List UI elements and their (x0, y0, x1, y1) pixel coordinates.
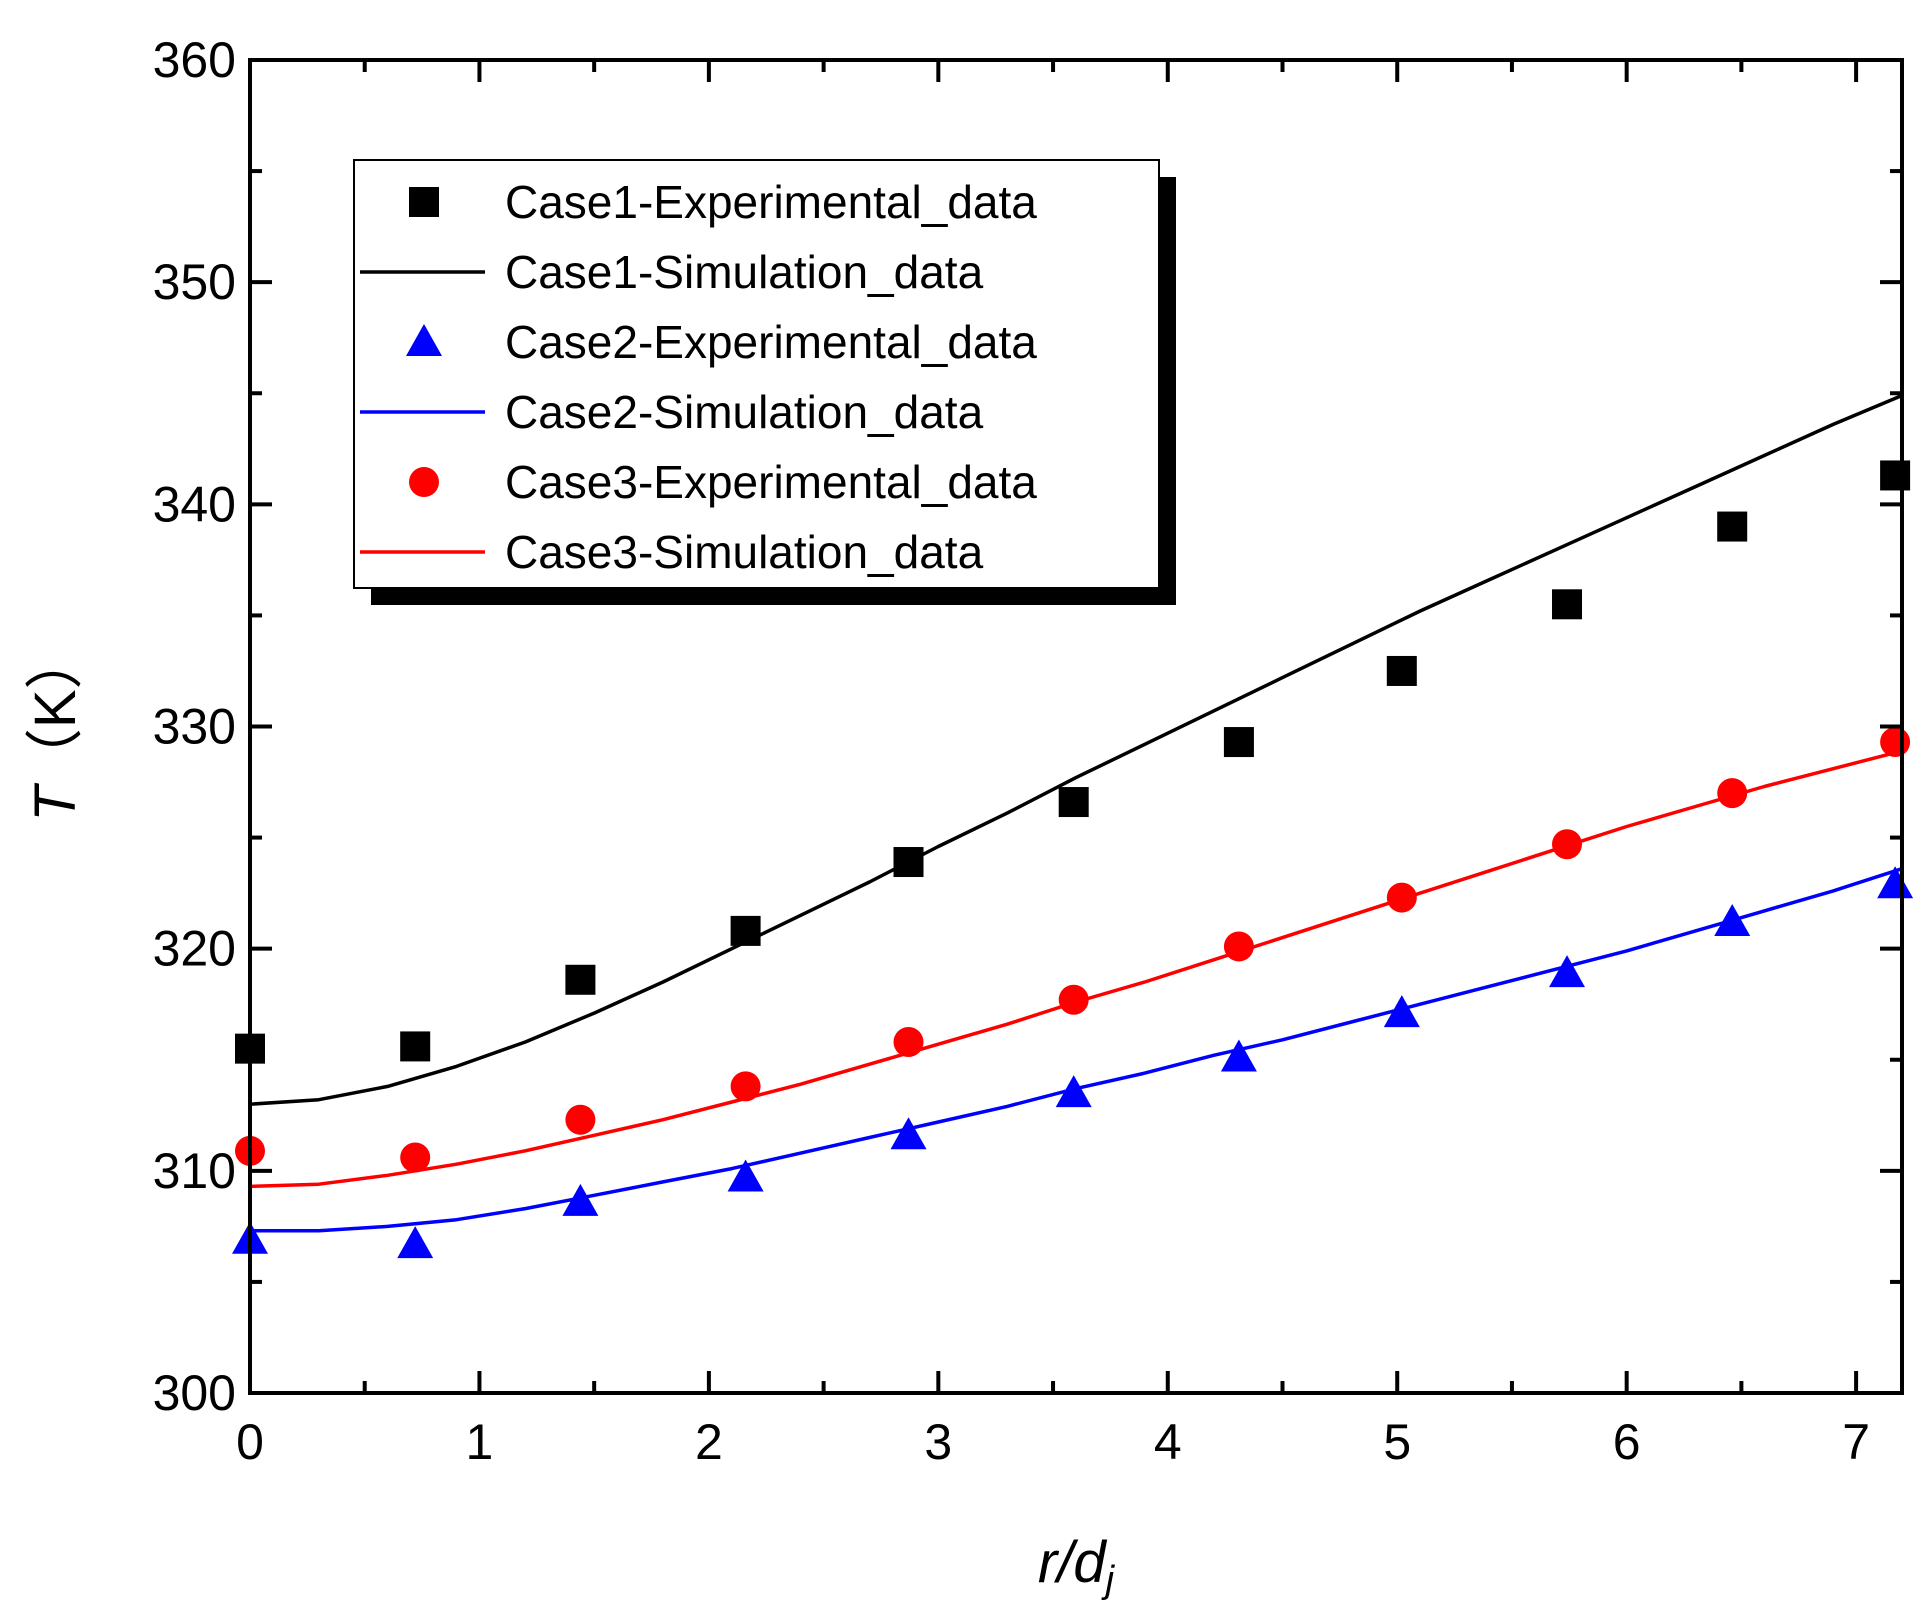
data-point (730, 1071, 761, 1102)
y-axis-title: T（K） (23, 631, 88, 821)
legend-entry: Case3-Simulation_data (360, 526, 984, 578)
legend-swatch-marker (409, 467, 439, 497)
x-tick-label: 6 (1613, 1414, 1641, 1470)
data-point (400, 1142, 431, 1173)
y-tick-label: 330 (153, 699, 236, 755)
legend-swatch-marker (409, 187, 439, 217)
case1-experimental-data-points (235, 460, 1911, 1064)
data-point (1386, 882, 1417, 913)
data-point (1223, 727, 1254, 758)
x-tick-label: 1 (466, 1414, 494, 1470)
data-point (730, 915, 761, 946)
x-tick-label: 5 (1383, 1414, 1411, 1470)
data-point (1220, 1039, 1257, 1072)
data-point (1880, 727, 1911, 758)
series-layer (232, 393, 1914, 1259)
data-point (1552, 829, 1583, 860)
legend-label: Case2-Simulation_data (505, 386, 984, 438)
legend-label: Case3-Simulation_data (505, 526, 984, 578)
data-point (1386, 655, 1417, 686)
data-point (400, 1031, 431, 1062)
legend-label: Case3-Experimental_data (505, 456, 1037, 508)
data-point (1058, 787, 1089, 818)
data-point (1552, 589, 1583, 620)
y-axis-title-unit: （K） (23, 631, 88, 786)
legend-entry: Case1-Simulation_data (360, 246, 984, 298)
case1-simulation-data-line (249, 393, 1903, 1106)
data-point (893, 1026, 924, 1057)
x-axis-title-var: r/d (1038, 1530, 1107, 1595)
data-point (1383, 995, 1420, 1028)
y-tick-label: 300 (153, 1365, 236, 1421)
y-axis-title-var: T (23, 783, 88, 822)
x-tick-label: 2 (695, 1414, 723, 1470)
data-point (1714, 904, 1751, 937)
x-axis-title: r/dj (1038, 1530, 1116, 1601)
legend-entry: Case1-Experimental_data (409, 176, 1037, 228)
data-point (1717, 778, 1748, 809)
legend: Case1-Experimental_data Case1-Simulation_… (353, 159, 1176, 605)
data-point (893, 847, 924, 878)
y-tick-label: 350 (153, 254, 236, 310)
legend-label: Case2-Experimental_data (505, 316, 1037, 368)
legend-label: Case1-Simulation_data (505, 246, 984, 298)
legend-entry: Case2-Simulation_data (360, 386, 984, 438)
data-point (565, 964, 596, 995)
y-tick-label: 340 (153, 476, 236, 532)
data-point (727, 1159, 764, 1192)
data-point (1058, 984, 1089, 1015)
data-point (1880, 460, 1911, 491)
data-point (890, 1117, 927, 1150)
data-point (1717, 511, 1748, 542)
x-tick-label: 7 (1842, 1414, 1870, 1470)
legend-swatch-marker (406, 324, 442, 356)
x-tick-label: 4 (1154, 1414, 1182, 1470)
legend-entry: Case2-Experimental_data (406, 316, 1037, 368)
data-point (1549, 955, 1586, 988)
ticks-layer: 0 1 2 3 4 5 6 7 300 310 320 330 340 350 360 (153, 32, 1902, 1470)
x-tick-label: 0 (236, 1414, 264, 1470)
y-tick-label: 320 (153, 921, 236, 977)
legend-box (353, 159, 1160, 589)
x-tick-label: 3 (924, 1414, 952, 1470)
data-point (565, 1104, 596, 1135)
legend-entry: Case3-Experimental_data (409, 456, 1037, 508)
data-point (397, 1226, 434, 1259)
y-tick-label: 310 (153, 1143, 236, 1199)
y-tick-label: 360 (153, 32, 236, 88)
data-point (562, 1183, 599, 1216)
legend-label: Case1-Experimental_data (505, 176, 1037, 228)
data-point (1877, 866, 1914, 899)
data-point (1223, 931, 1254, 962)
data-point (1055, 1075, 1092, 1108)
